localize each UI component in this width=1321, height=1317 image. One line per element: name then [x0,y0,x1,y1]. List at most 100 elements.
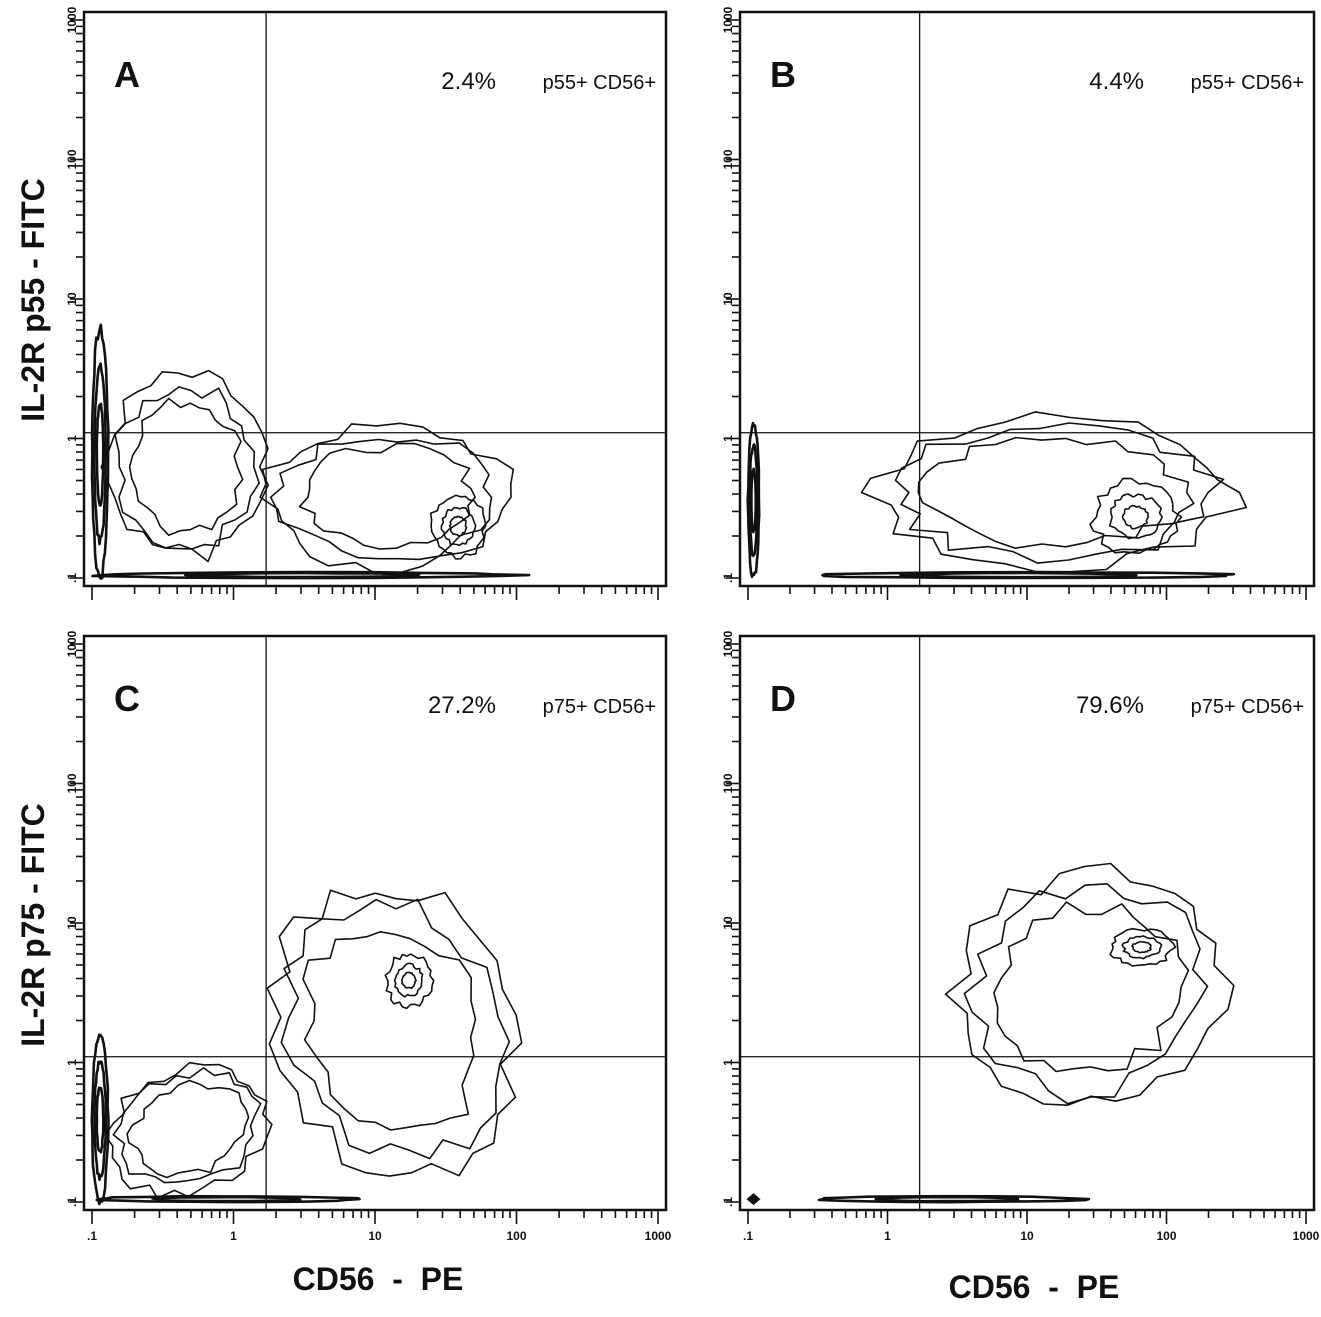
quadrant-percent: 2.4% [441,68,496,95]
y-tick-label: 1000 [721,6,735,33]
contour-line [280,898,511,1160]
panel-d: .1 1 10 100 1000 .1 1 10 100 1000 D 79.6% p75+ CD56+ [721,630,1320,1243]
contour-line [917,436,1195,549]
y-tick-label: 1000 [721,630,735,657]
y-axis-title-bottom: IL-2R p75 - FITC [15,803,51,1047]
contour-line [429,494,487,560]
panel-b: .1 1 10 100 1000 B 4.4% p55+ CD56+ [721,6,1316,600]
panel-letter: C [114,678,140,719]
contour-line [302,931,477,1131]
contour-line [448,515,468,537]
contour-line [400,971,417,989]
panel-a: .1 1 10 100 1000 A 2.4% p55+ CD56+ [65,6,668,600]
panel-frame [738,634,1316,1212]
y-tick-label: .1 [65,573,79,583]
contour-line [750,467,757,534]
contour-line [126,1079,250,1179]
y-tick-label: 1 [721,1059,735,1066]
event-marker [746,1193,761,1206]
y-tick-label: 10 [721,292,735,306]
contour-line [128,397,244,536]
contour-line [151,1195,302,1203]
y-tick-label: .1 [65,1197,79,1207]
quadrant-label: p75+ CD56+ [1191,696,1304,718]
y-tick-label: 10 [721,916,735,930]
y-tick-label: 1000 [65,6,79,33]
x-tick-label: 100 [506,1229,526,1243]
contour-line [1131,940,1152,954]
contour-line [95,402,105,507]
contour-line [944,862,1235,1106]
x-tick-label: 10 [368,1229,382,1243]
quadrant-label: p75+ CD56+ [543,696,656,718]
y-tick-label: 1 [721,435,735,442]
contour-line [114,386,260,550]
contour-line [993,901,1190,1073]
y-tick-label: 10 [65,916,79,930]
contour-line [746,421,761,579]
contour-line [1121,935,1163,960]
quadrant-percent: 79.6% [1076,692,1144,719]
panel-frame [82,634,668,1212]
contour-line [748,443,759,558]
contour-line [899,571,1138,579]
contour-line [860,411,1248,573]
quadrant-label: p55+ CD56+ [543,72,656,94]
contour-line [393,962,424,998]
contour-line [93,1060,108,1182]
contour-line [112,1067,262,1184]
y-tick-label: 100 [721,149,735,169]
panel-frame [82,10,668,588]
contour-line [93,362,107,546]
panel-frame [738,10,1316,588]
contour-line [95,1086,105,1154]
y-tick-label: 1 [65,1059,79,1066]
contour-line [90,1033,110,1206]
contour-line [384,953,435,1010]
y-tick-label: 1000 [65,630,79,657]
contour-line [259,422,515,575]
contour-line [1089,477,1183,554]
x-tick-label: .1 [743,1229,753,1243]
panel-c: .1 1 10 100 1000 .1 1 10 100 1000 C 27.2% p75+ CD56+ [65,630,672,1243]
x-tick-label: 1000 [1293,1229,1320,1243]
quadrant-percent: 27.2% [428,692,496,719]
contour-line [821,570,1236,580]
panel-letter: A [114,54,140,95]
y-tick-label: .1 [721,573,735,583]
quadrant-percent: 4.4% [1089,68,1144,95]
contour-line [184,571,421,579]
y-tick-label: 10 [65,292,79,306]
quadrant-label: p55+ CD56+ [1191,72,1304,94]
x-tick-label: 1 [884,1229,891,1243]
contour-line [874,1195,1020,1203]
contour-line [90,323,110,580]
contour-line [100,369,269,563]
contour-line [1109,927,1177,967]
contour-line [269,438,493,561]
y-tick-label: 100 [65,149,79,169]
contour-line [266,889,523,1177]
x-tick-label: 10 [1020,1229,1034,1243]
contour-line [91,570,531,580]
x-tick-label: 1 [230,1229,237,1243]
y-tick-label: .1 [721,1197,735,1207]
panels-layer: .1 1 10 100 1000 A 2.4% p55+ CD56+ .1 1 10 100 1000 B… [65,6,1320,1243]
x-tick-label: 1000 [645,1229,672,1243]
contour-line [1108,493,1163,540]
x-axis-title-left: CD56 - PE [293,1261,464,1297]
contour-line [298,442,476,550]
y-tick-label: 1 [65,435,79,442]
panel-letter: D [770,678,796,719]
contour-line [440,506,477,547]
panel-letter: B [770,54,796,95]
contour-line [1121,504,1149,530]
y-axis-title-top: IL-2R p55 - FITC [15,178,51,422]
y-tick-label: 100 [721,773,735,793]
contour-line [104,1061,273,1199]
contour-line [894,422,1225,564]
x-tick-label: .1 [87,1229,97,1243]
contour-line [963,883,1209,1105]
